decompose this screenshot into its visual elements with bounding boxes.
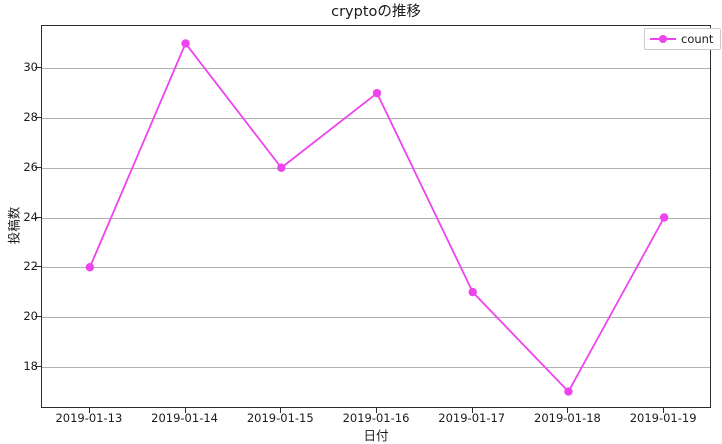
x-axis-label: 日付 [363, 428, 389, 443]
chart-legend: count [644, 28, 722, 50]
y-tick-mark [35, 266, 41, 268]
x-tick-label: 2019-01-15 [246, 411, 314, 425]
y-tick-mark [35, 117, 41, 119]
gridline [42, 217, 710, 219]
data-point-marker [181, 39, 190, 48]
x-tick-label: 2019-01-19 [629, 411, 697, 425]
x-tick-label: 2019-01-14 [151, 411, 218, 425]
gridline [42, 366, 710, 368]
plot-inner [42, 26, 710, 407]
legend-label-count: count [681, 32, 714, 46]
x-tick-mark [184, 408, 186, 413]
legend-marker-icon [659, 35, 667, 43]
x-tick-mark [88, 408, 90, 413]
x-tick-label: 2019-01-13 [55, 411, 123, 425]
x-tick-label: 2019-01-17 [438, 411, 506, 425]
gridline [42, 68, 710, 70]
data-point-marker [85, 263, 95, 272]
plot-area [41, 25, 711, 408]
data-point-marker [564, 387, 573, 396]
y-tick-label: 24 [23, 209, 38, 224]
y-tick-label: 28 [23, 110, 38, 125]
y-tick-label: 20 [23, 308, 38, 323]
x-tick-label: 2019-01-18 [534, 411, 601, 425]
y-tick-mark [35, 67, 41, 69]
data-point-marker [372, 88, 382, 98]
x-tick-mark [280, 408, 282, 413]
series-line-count [85, 39, 669, 396]
gridline [42, 167, 710, 169]
gridline [42, 316, 710, 318]
y-tick-mark [35, 216, 41, 218]
y-tick-label: 22 [23, 259, 38, 274]
y-tick-label: 26 [23, 159, 38, 174]
x-tick-mark [376, 408, 377, 413]
data-point-marker [659, 213, 669, 222]
x-tick-mark [567, 408, 569, 413]
y-tick-label: 18 [23, 358, 38, 373]
data-point-marker [468, 287, 477, 297]
y-axis-label: 投稿数 [6, 206, 22, 245]
x-tick-mark [663, 408, 665, 413]
x-tick-label: 2019-01-16 [342, 411, 410, 425]
chart-title: cryptoの推移 [331, 4, 421, 20]
legend-swatch-count [650, 33, 676, 45]
y-tick-mark [35, 166, 41, 168]
gridline [42, 267, 710, 269]
gridline [42, 118, 710, 120]
x-tick-mark [471, 408, 473, 413]
y-tick-mark [35, 315, 41, 317]
data-point-marker [277, 163, 286, 172]
y-tick-mark [35, 365, 41, 367]
y-tick-label: 30 [23, 60, 38, 75]
